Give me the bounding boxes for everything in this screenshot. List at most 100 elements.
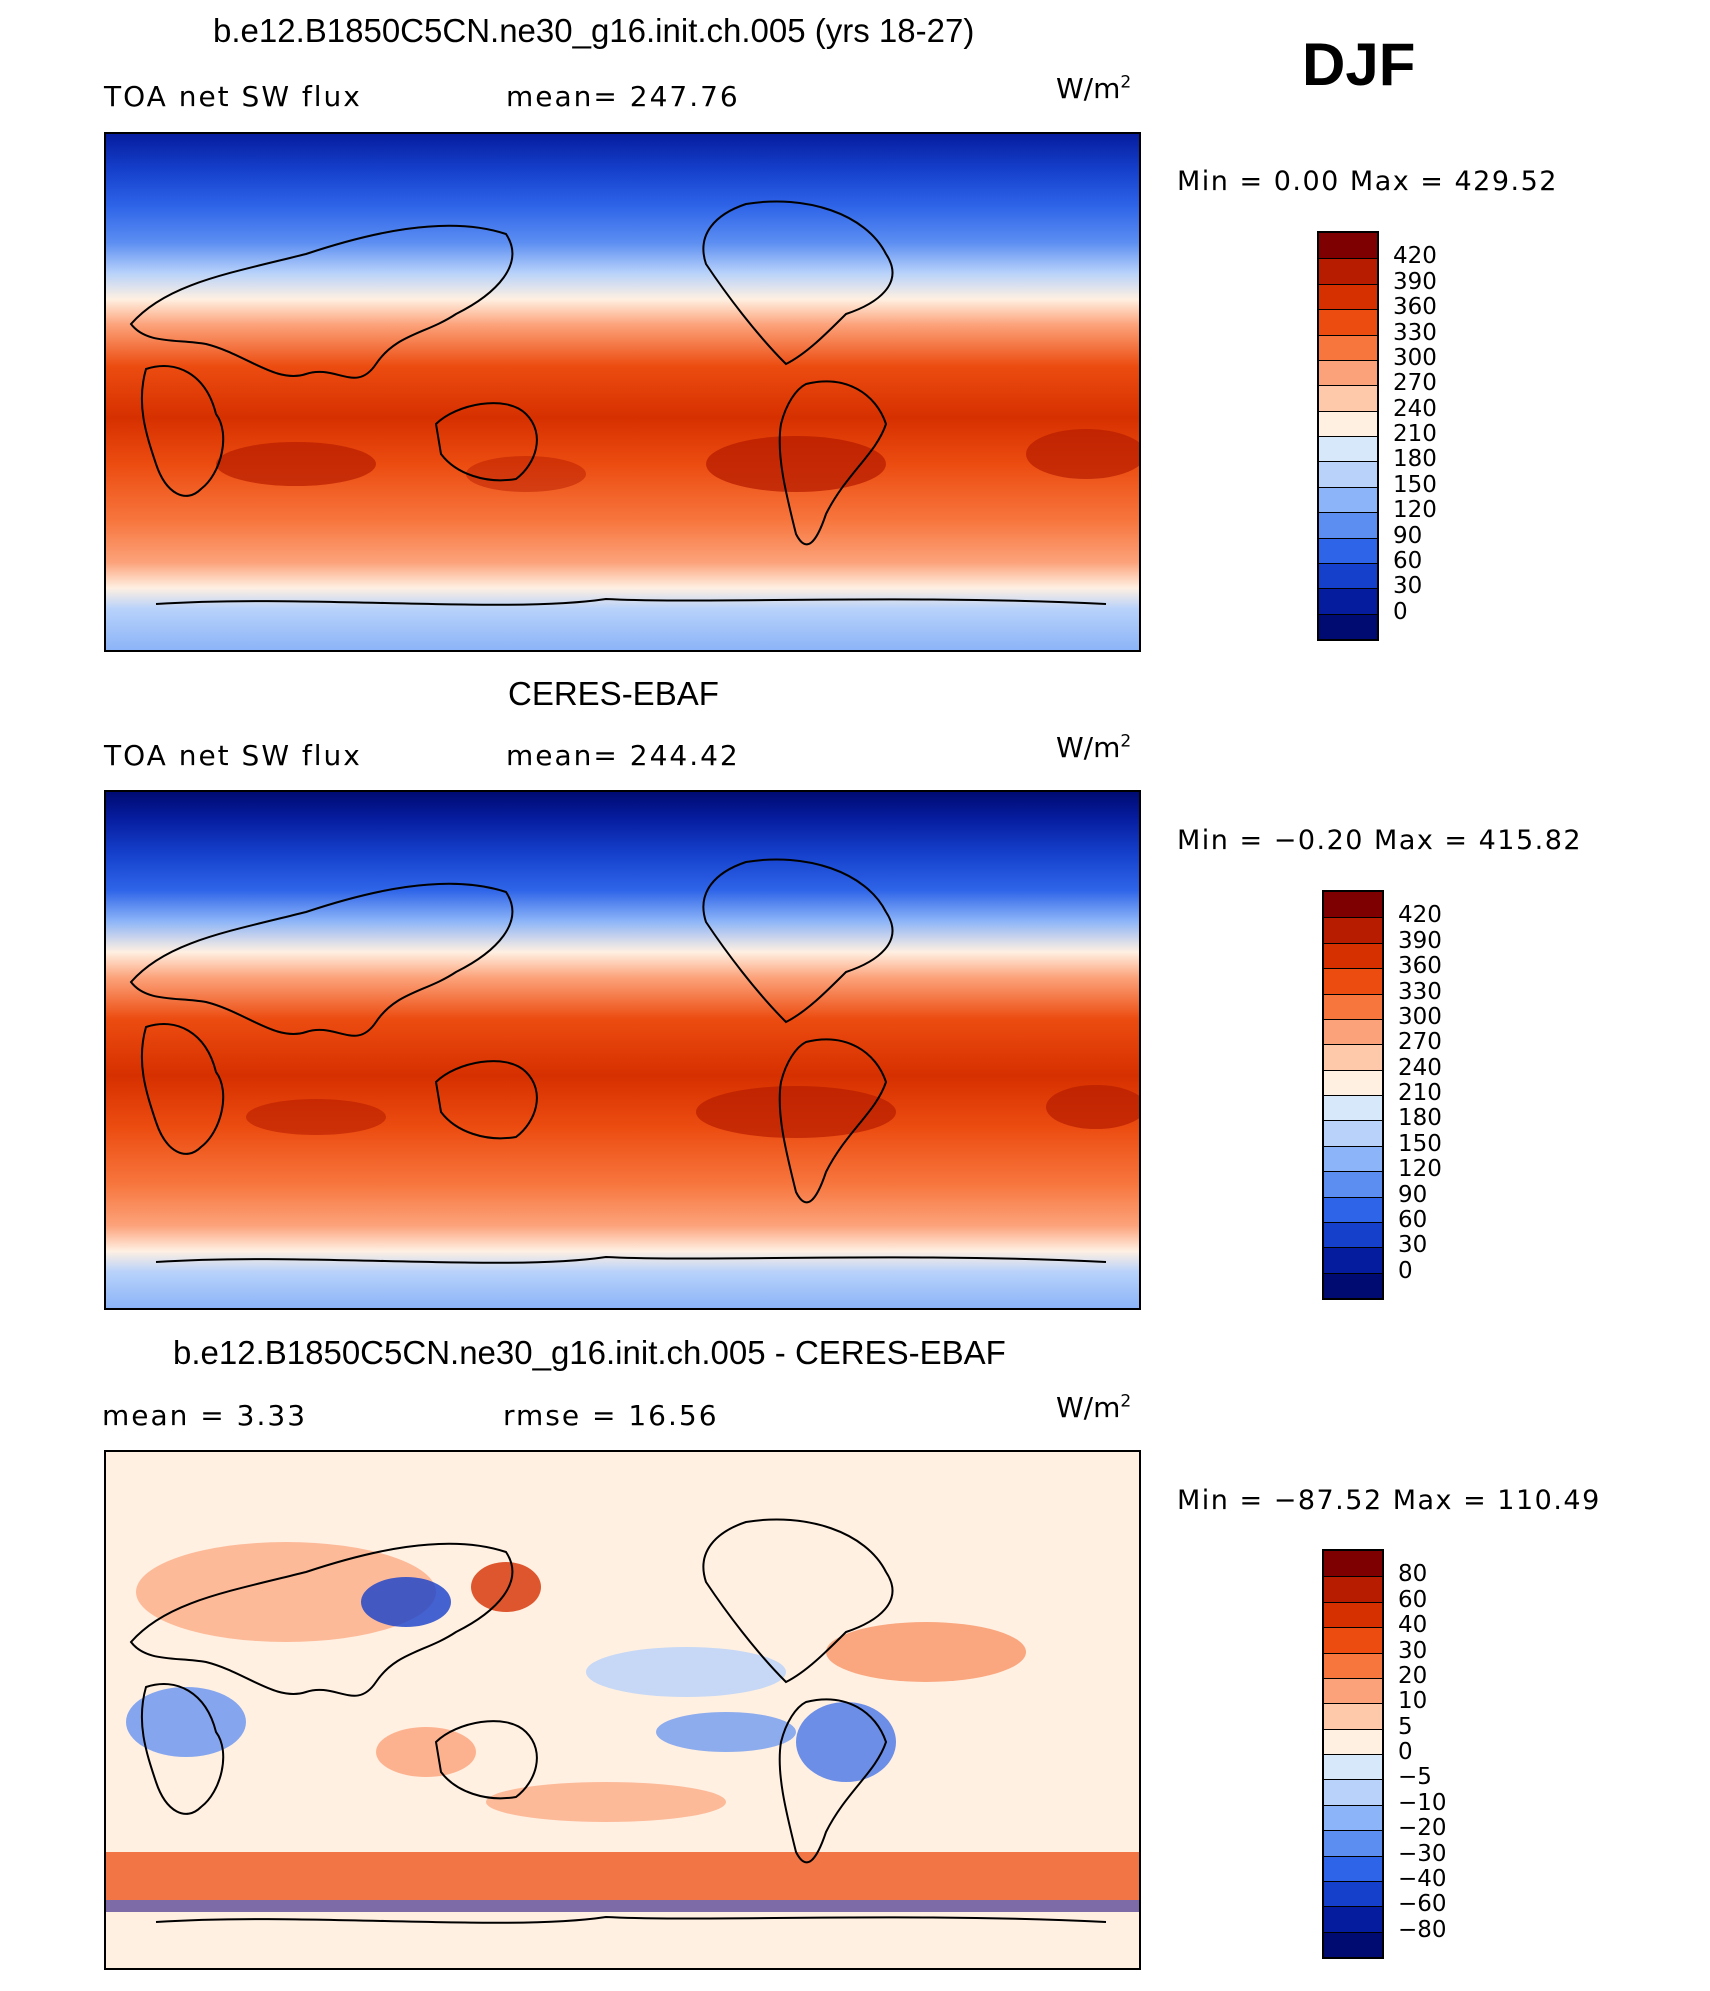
colorbar-swatch <box>1324 1247 1382 1273</box>
colorbar-swatch <box>1324 1272 1382 1298</box>
colorbar-swatch <box>1319 233 1377 259</box>
colorbar-swatch <box>1324 917 1382 943</box>
colorbar-tick-label: 270 <box>1393 370 1437 397</box>
colorbar-tick-label: 0 <box>1393 598 1408 625</box>
colorbar-tick-label: 360 <box>1398 953 1442 980</box>
colorbar-tick-label: 360 <box>1393 294 1437 321</box>
colorbar-tick-label: 150 <box>1398 1130 1442 1157</box>
colorbar-tick-label: −20 <box>1398 1815 1447 1842</box>
colorbar-tick-label: 30 <box>1398 1637 1428 1664</box>
colorbar-swatch <box>1319 334 1377 360</box>
colorbar-tick-label: −80 <box>1398 1916 1447 1943</box>
colorbar-tick-label: 10 <box>1398 1688 1428 1715</box>
colorbar-swatch <box>1324 1627 1382 1653</box>
colorbar-tick-label: 330 <box>1393 319 1437 346</box>
colorbar-tick-label: −30 <box>1398 1840 1447 1867</box>
colorbar-tick-label: 210 <box>1393 421 1437 447</box>
colorbar-tick-label: 210 <box>1398 1080 1442 1106</box>
colorbar-swatch <box>1324 1069 1382 1095</box>
colorbar-swatch <box>1324 1931 1382 1957</box>
colorbar-tick-label: 30 <box>1398 1232 1428 1259</box>
colorbar-swatch <box>1324 1145 1382 1172</box>
colorbar-swatch <box>1319 562 1377 589</box>
panel-diff-map <box>104 1450 1141 1970</box>
panel-diff-rmse: rmse = 16.56 <box>503 1399 719 1432</box>
colorbar-tick-label: 0 <box>1398 1257 1413 1284</box>
colorbar-swatch <box>1319 613 1377 639</box>
panel-diff-mean: mean = 3.33 <box>102 1399 308 1432</box>
colorbar-tick-label: 240 <box>1398 1054 1442 1081</box>
colorbar-swatch <box>1324 1551 1382 1577</box>
colorbar-tick-label: 240 <box>1393 395 1437 422</box>
panel-diff-title: b.e12.B1850C5CN.ne30_g16.init.ch.005 - C… <box>173 1334 1006 1371</box>
colorbar-swatch <box>1324 1221 1382 1248</box>
colorbar-swatch <box>1319 461 1377 487</box>
panel-model-minmax: Min = 0.00 Max = 429.52 <box>1177 166 1558 197</box>
colorbar-swatch <box>1319 359 1377 386</box>
colorbar-tick-label: 40 <box>1398 1612 1428 1639</box>
colorbar-tick-label: −10 <box>1398 1789 1447 1816</box>
colorbar-swatch <box>1319 537 1377 563</box>
colorbar-tick-label: 420 <box>1393 243 1437 270</box>
colorbar-swatch <box>1319 436 1377 462</box>
colorbar-tick-label: −40 <box>1398 1865 1447 1892</box>
colorbar-swatch <box>1324 892 1382 918</box>
colorbar-swatch <box>1319 588 1377 614</box>
season-label: DJF <box>1302 31 1416 98</box>
colorbar-tick-label: −5 <box>1398 1764 1432 1791</box>
colorbar-swatch <box>1324 1095 1382 1121</box>
colorbar-tick-label: 0 <box>1398 1739 1413 1765</box>
colorbar-swatch <box>1319 385 1377 411</box>
colorbar-tick-label: 150 <box>1393 471 1437 498</box>
colorbar-swatch <box>1324 968 1382 994</box>
colorbar-swatch <box>1324 1652 1382 1678</box>
colorbar-swatch <box>1324 993 1382 1019</box>
panel-obs-mean: mean= 244.42 <box>506 739 740 772</box>
colorbar-tick-label: 330 <box>1398 978 1442 1005</box>
colorbar-tick-label: 90 <box>1398 1181 1428 1208</box>
colorbar-swatch <box>1319 309 1377 335</box>
colorbar-swatch <box>1319 486 1377 513</box>
colorbar-tick-label: 180 <box>1393 446 1437 473</box>
panel-diff-colorbar <box>1322 1549 1384 1959</box>
colorbar-tick-label: 5 <box>1398 1713 1413 1740</box>
colorbar-tick-label: 90 <box>1393 522 1423 549</box>
colorbar-swatch <box>1324 1576 1382 1602</box>
colorbar-tick-label: 60 <box>1398 1206 1428 1233</box>
panel-model-colorbar <box>1317 231 1379 641</box>
colorbar-swatch <box>1324 1703 1382 1729</box>
colorbar-swatch <box>1324 1728 1382 1754</box>
panel-obs-colorbar <box>1322 890 1384 1300</box>
colorbar-swatch <box>1324 1677 1382 1704</box>
colorbar-tick-label: 120 <box>1398 1156 1442 1183</box>
colorbar-tick-label: 180 <box>1398 1105 1442 1132</box>
panel-model-variable: TOA net SW flux <box>104 80 362 113</box>
colorbar-swatch <box>1319 258 1377 284</box>
colorbar-tick-label: 300 <box>1393 344 1437 371</box>
panel-obs-minmax: Min = −0.20 Max = 415.82 <box>1177 825 1583 856</box>
colorbar-tick-label: 390 <box>1393 268 1437 295</box>
colorbar-tick-label: 390 <box>1398 927 1442 954</box>
colorbar-tick-label: 30 <box>1393 573 1423 600</box>
colorbar-tick-label: 270 <box>1398 1029 1442 1056</box>
panel-diff-units: W/m2 <box>1056 1391 1132 1424</box>
panel-model-mean: mean= 247.76 <box>506 80 740 113</box>
colorbar-tick-label: −60 <box>1398 1891 1447 1918</box>
panel-model-map <box>104 132 1141 652</box>
panel-obs-variable: TOA net SW flux <box>104 739 362 772</box>
panel-model-units: W/m2 <box>1056 72 1132 105</box>
colorbar-swatch <box>1324 1018 1382 1045</box>
colorbar-swatch <box>1324 1804 1382 1831</box>
colorbar-swatch <box>1324 1779 1382 1805</box>
colorbar-swatch <box>1324 1120 1382 1146</box>
colorbar-swatch <box>1319 283 1377 310</box>
colorbar-tick-label: 120 <box>1393 497 1437 524</box>
colorbar-swatch <box>1324 1855 1382 1881</box>
colorbar-swatch <box>1324 1171 1382 1197</box>
panel-obs-map <box>104 790 1141 1310</box>
colorbar-swatch <box>1324 1601 1382 1628</box>
colorbar-tick-label: 20 <box>1398 1662 1428 1689</box>
colorbar-tick-label: 60 <box>1393 547 1423 574</box>
colorbar-swatch <box>1324 1044 1382 1070</box>
colorbar-swatch <box>1324 1906 1382 1932</box>
